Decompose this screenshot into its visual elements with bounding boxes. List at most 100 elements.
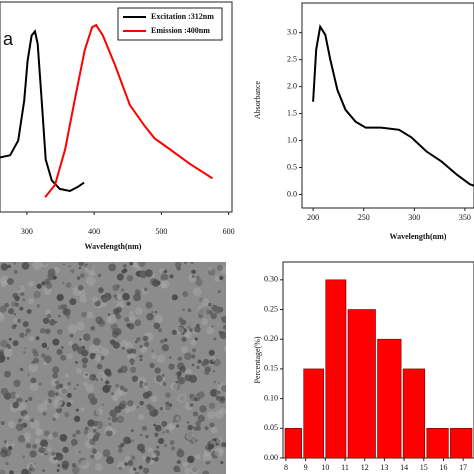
tem-dot: [194, 397, 198, 401]
tem-dot: [134, 289, 141, 295]
tem-dot: [8, 308, 15, 315]
tem-dot: [215, 395, 222, 401]
legend-box: [117, 7, 223, 41]
bar: [450, 428, 473, 459]
tem-dot: [25, 399, 28, 403]
tem-dot: [218, 330, 223, 335]
tem-dot: [154, 310, 158, 314]
x-tick-label: 17: [459, 463, 467, 472]
tem-dot: [184, 262, 187, 264]
tem-light: [32, 262, 42, 271]
bar: [325, 279, 347, 459]
tem-dot: [140, 433, 143, 437]
tem-dot: [154, 432, 159, 437]
tem-dot: [70, 438, 78, 446]
tem-dot: [28, 396, 33, 402]
tem-dot: [39, 327, 46, 334]
tem-dot: [12, 262, 17, 265]
tem-dot: [7, 445, 13, 451]
tem-dot: [208, 349, 215, 356]
tem-dot: [115, 297, 118, 301]
tem-dot: [22, 298, 26, 302]
plot-area: [0, 23, 214, 198]
tem-dot: [0, 349, 5, 355]
tem-dot: [120, 442, 125, 448]
tem-dot: [221, 385, 226, 393]
tem-dot: [108, 422, 112, 426]
tem-light: [154, 314, 164, 324]
tem-dot: [102, 449, 111, 457]
tem-light: [101, 301, 107, 308]
tem-light: [43, 399, 50, 405]
tem-dot: [101, 296, 108, 303]
tem-dot: [95, 316, 103, 325]
x-tick-label: 350: [459, 213, 471, 222]
tem-dot: [0, 354, 6, 363]
y-tick-label: 0.00: [264, 453, 278, 462]
tem-dot: [14, 295, 20, 302]
tem-dot: [30, 377, 37, 384]
legend-label: Emission :400nm: [151, 26, 210, 35]
tem-dot: [143, 287, 148, 292]
tem-dot: [162, 431, 165, 435]
tem-light: [170, 382, 179, 391]
tem-light: [195, 454, 201, 460]
tem-light: [28, 335, 35, 342]
tem-dot: [221, 316, 226, 323]
tem-dot: [12, 340, 19, 347]
tem-dot: [16, 318, 22, 323]
tem-dot: [38, 447, 45, 454]
tem-dot: [29, 450, 37, 458]
tem-dot: [130, 439, 134, 443]
tem-dot: [9, 391, 17, 399]
tem-dot: [153, 322, 161, 330]
tem-dot: [13, 313, 16, 316]
x-tick-label: 250: [358, 213, 370, 222]
tem-light: [52, 399, 63, 409]
legend-label: Excitation :312nm: [151, 12, 214, 21]
tem-dot: [63, 308, 71, 317]
tem-dot: [151, 457, 155, 461]
tem-dot: [176, 362, 185, 371]
tem-light: [190, 465, 200, 474]
tem-light: [64, 373, 70, 379]
tem-dot: [36, 283, 42, 289]
tem-dot: [124, 317, 130, 323]
tem-dot: [159, 339, 165, 344]
tem-dot: [36, 303, 41, 308]
bar: [284, 428, 302, 459]
tem-dot: [197, 359, 202, 364]
x-axis-label: Wavelength(nm): [390, 232, 447, 241]
tem-dot: [12, 401, 19, 409]
tem-dot: [142, 335, 149, 342]
tem-dot: [0, 387, 9, 396]
x-tick-label: 9: [304, 463, 308, 472]
tem-light: [181, 346, 188, 354]
tem-dot: [213, 337, 217, 341]
tem-dot: [55, 392, 59, 396]
tem-dot: [73, 387, 77, 390]
tem-dot: [64, 411, 70, 418]
tem-dot: [197, 414, 205, 422]
x-axis-label: Wavelength(nm): [85, 242, 142, 251]
tem-light: [156, 354, 166, 364]
tem-dot: [214, 306, 222, 314]
y-tick-label: 0.15: [264, 364, 278, 373]
tem-dot: [55, 452, 60, 457]
tem-dot: [199, 405, 207, 413]
y-tick-label: 2.0: [287, 81, 297, 90]
tem-dot: [44, 328, 51, 335]
tem-light: [86, 432, 94, 440]
tem-light: [207, 411, 216, 420]
tem-dot: [208, 443, 215, 450]
tem-dot: [177, 376, 186, 385]
tem-dot: [13, 269, 18, 274]
tem-dot: [122, 268, 128, 273]
tem-light: [37, 402, 48, 413]
tem-dot: [73, 415, 81, 423]
tem-light: [223, 346, 226, 352]
tem-dot: [165, 429, 170, 434]
tem-dot: [177, 356, 182, 361]
tem-dot: [136, 337, 141, 342]
tem-light: [79, 459, 90, 470]
